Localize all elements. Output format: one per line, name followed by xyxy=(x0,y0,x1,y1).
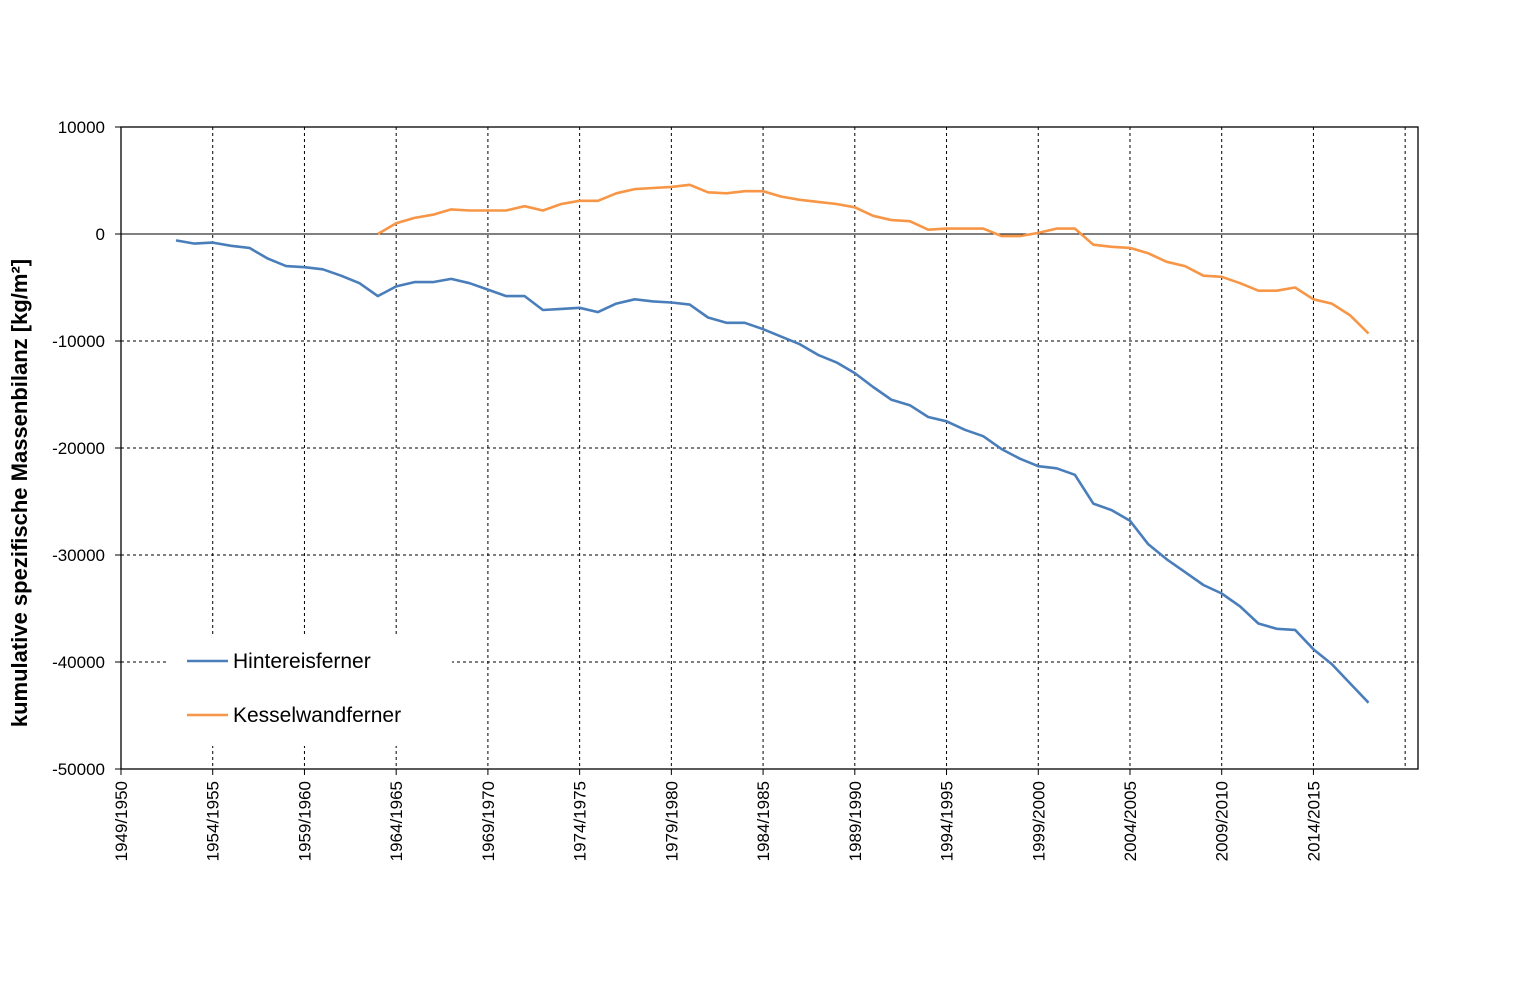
legend-label: Hintereisferner xyxy=(233,650,371,673)
y-tick-label: -30000 xyxy=(52,546,105,565)
series-line-kesselwandferner xyxy=(377,183,1370,335)
y-axis-ticks: 10000 0 -10000 -20000 -30000 -40000 -50000 xyxy=(52,118,121,779)
x-tick-label: 1984/1985 xyxy=(754,781,773,861)
x-tick-label: 1954/1955 xyxy=(204,781,223,861)
legend-box xyxy=(168,636,452,746)
y-tick-label: 10000 xyxy=(58,118,105,137)
y-axis-title: kumulative spezifische Massenbilanz [kg/… xyxy=(7,259,32,727)
series-layer xyxy=(175,183,1370,704)
y-tick-label: 0 xyxy=(96,225,105,244)
series-line-hintereisferner xyxy=(175,239,1370,704)
y-tick-label: -20000 xyxy=(52,439,105,458)
x-tick-label: 1974/1975 xyxy=(571,781,590,861)
x-tick-label: 1979/1980 xyxy=(662,781,681,861)
y-tick-label: -10000 xyxy=(52,332,105,351)
x-tick-label: 2004/2005 xyxy=(1121,781,1140,861)
y-tick-label: -50000 xyxy=(52,760,105,779)
y-tick-label: -40000 xyxy=(52,653,105,672)
legend: Hintereisferner Kesselwandferner xyxy=(168,636,452,746)
x-tick-label: 1994/1995 xyxy=(938,781,957,861)
x-tick-label: 2014/2015 xyxy=(1304,781,1323,861)
x-axis-ticks: 1949/1950 1954/1955 1959/1960 1964/1965 1969… xyxy=(112,769,1323,861)
x-tick-label: 1949/1950 xyxy=(112,781,131,861)
x-tick-label: 1999/2000 xyxy=(1029,781,1048,861)
x-tick-label: 1959/1960 xyxy=(295,781,314,861)
legend-label: Kesselwandferner xyxy=(233,704,401,727)
x-tick-label: 1964/1965 xyxy=(387,781,406,861)
x-tick-label: 1989/1990 xyxy=(846,781,865,861)
x-tick-label: 1969/1970 xyxy=(479,781,498,861)
x-tick-label: 2009/2010 xyxy=(1213,781,1232,861)
